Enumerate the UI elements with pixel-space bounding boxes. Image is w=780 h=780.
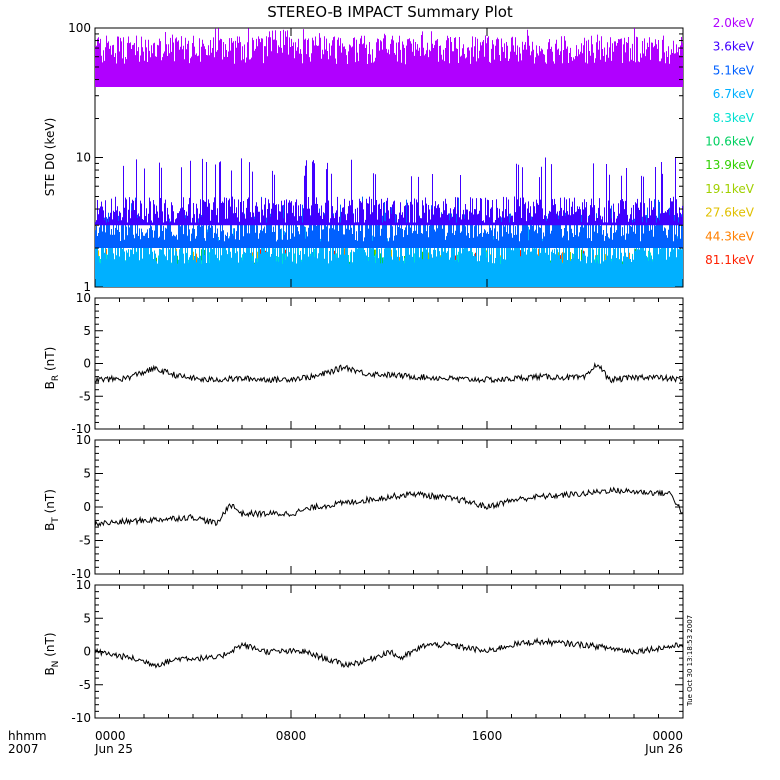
ste-band-path (95, 28, 683, 87)
timestamp-label: Tue Oct 30 13:18:53 2007 (686, 615, 694, 707)
bt-ytick-label: 0 (83, 500, 91, 514)
bt-ytick-label: 5 (83, 467, 91, 481)
x-tick-label: 0000 (95, 729, 126, 743)
br-series-line (94, 361, 684, 384)
bt-label-subscript: T (51, 517, 61, 524)
br-panel: 10 5 0 -5 -10 BR (nT) (43, 291, 684, 436)
x-date-label: Jun 25 (94, 742, 133, 756)
bt-y-ticks: 10 5 0 -5 -10 (71, 433, 684, 581)
legend-entry: 6.7keV (713, 87, 755, 101)
ste-ytick-label: 1 (83, 280, 91, 294)
bt-label-unit: (nT) (43, 489, 57, 517)
bn-label-unit: (nT) (43, 632, 57, 660)
bn-panel: 10 5 0 -5 -10 BN (nT) Tue Oct 30 13:18:53 20… (43, 578, 694, 725)
bn-y-ticks: 10 5 0 -5 -10 (71, 578, 684, 725)
bn-series-line (94, 637, 684, 669)
bt-ytick-label: 10 (76, 433, 91, 447)
ste-y-axis-label: STE D0 (keV) (43, 118, 57, 197)
br-ytick-label: -5 (79, 389, 91, 403)
ste-ytick-label: 10 (76, 151, 91, 165)
x-date-label: Jun 26 (644, 742, 683, 756)
br-label-subscript: R (51, 375, 61, 381)
legend-entry: 3.6keV (713, 40, 755, 54)
br-ytick-label: 10 (76, 291, 91, 305)
x-tick-label: 0000 (652, 729, 683, 743)
ste-y-ticks: 1 10 100 (68, 21, 684, 294)
bn-ytick-label: 5 (83, 611, 91, 625)
ste-panel: 1 10 100 STE D0 (keV) 2.0keV 3.6keV 5.1keV 6.… (43, 16, 755, 294)
legend-entry: 27.6keV (705, 206, 755, 220)
ste-band-6.7keV (95, 225, 683, 287)
ste-band-path (95, 196, 683, 248)
ste-legend: 2.0keV 3.6keV 5.1keV 6.7keV 8.3keV 10.6keV 13.… (705, 16, 755, 267)
bn-y-axis-label: BN (nT) (43, 632, 61, 675)
legend-entry: 44.3keV (705, 229, 755, 243)
bn-ytick-label: -10 (71, 711, 91, 725)
ste-band-path (95, 157, 683, 226)
br-ytick-label: 5 (83, 324, 91, 338)
br-y-ticks: 10 5 0 -5 -10 (71, 291, 684, 436)
legend-entry: 10.6keV (705, 135, 755, 149)
br-y-axis-label: BR (nT) (43, 347, 61, 390)
bn-label-subscript: N (51, 661, 61, 668)
bn-ytick-label: -5 (79, 678, 91, 692)
br-ytick-label: 0 (83, 357, 91, 371)
bt-y-axis-label: BT (nT) (43, 489, 61, 531)
bt-ytick-label: -5 (79, 534, 91, 548)
ste-band-path (95, 225, 683, 287)
br-ytick-label: -10 (71, 422, 91, 436)
bt-panel: 10 5 0 -5 -10 BT (nT) (43, 433, 684, 581)
x-tick-label: 0800 (276, 729, 307, 743)
br-label-main: B (43, 381, 57, 389)
x-corner-label-hhmm: hhmm (8, 729, 47, 743)
ste-ytick-label: 100 (68, 21, 91, 35)
ste-band-3.6keV (95, 157, 683, 226)
bn-label-main: B (43, 667, 57, 675)
bt-label-main: B (43, 523, 57, 531)
ste-series-bands (95, 28, 683, 287)
legend-entry: 8.3keV (713, 111, 755, 125)
bn-ytick-label: 0 (83, 645, 91, 659)
ste-band-5.1keV (95, 196, 683, 248)
legend-entry: 2.0keV (713, 16, 755, 30)
legend-entry: 5.1keV (713, 63, 755, 77)
legend-entry: 13.9keV (705, 158, 755, 172)
plot-title: STEREO-B IMPACT Summary Plot (267, 3, 513, 21)
x-corner-label-year: 2007 (8, 742, 39, 756)
x-tick-label: 1600 (472, 729, 503, 743)
bt-ytick-label: -10 (71, 567, 91, 581)
legend-entry: 19.1keV (705, 182, 755, 196)
bt-series-line (94, 486, 684, 528)
br-label-unit: (nT) (43, 347, 57, 375)
ste-band-2.0keV (95, 28, 683, 87)
legend-entry: 81.1keV (705, 253, 755, 267)
bn-ytick-label: 10 (76, 578, 91, 592)
bt-panel-frame (94, 439, 684, 575)
